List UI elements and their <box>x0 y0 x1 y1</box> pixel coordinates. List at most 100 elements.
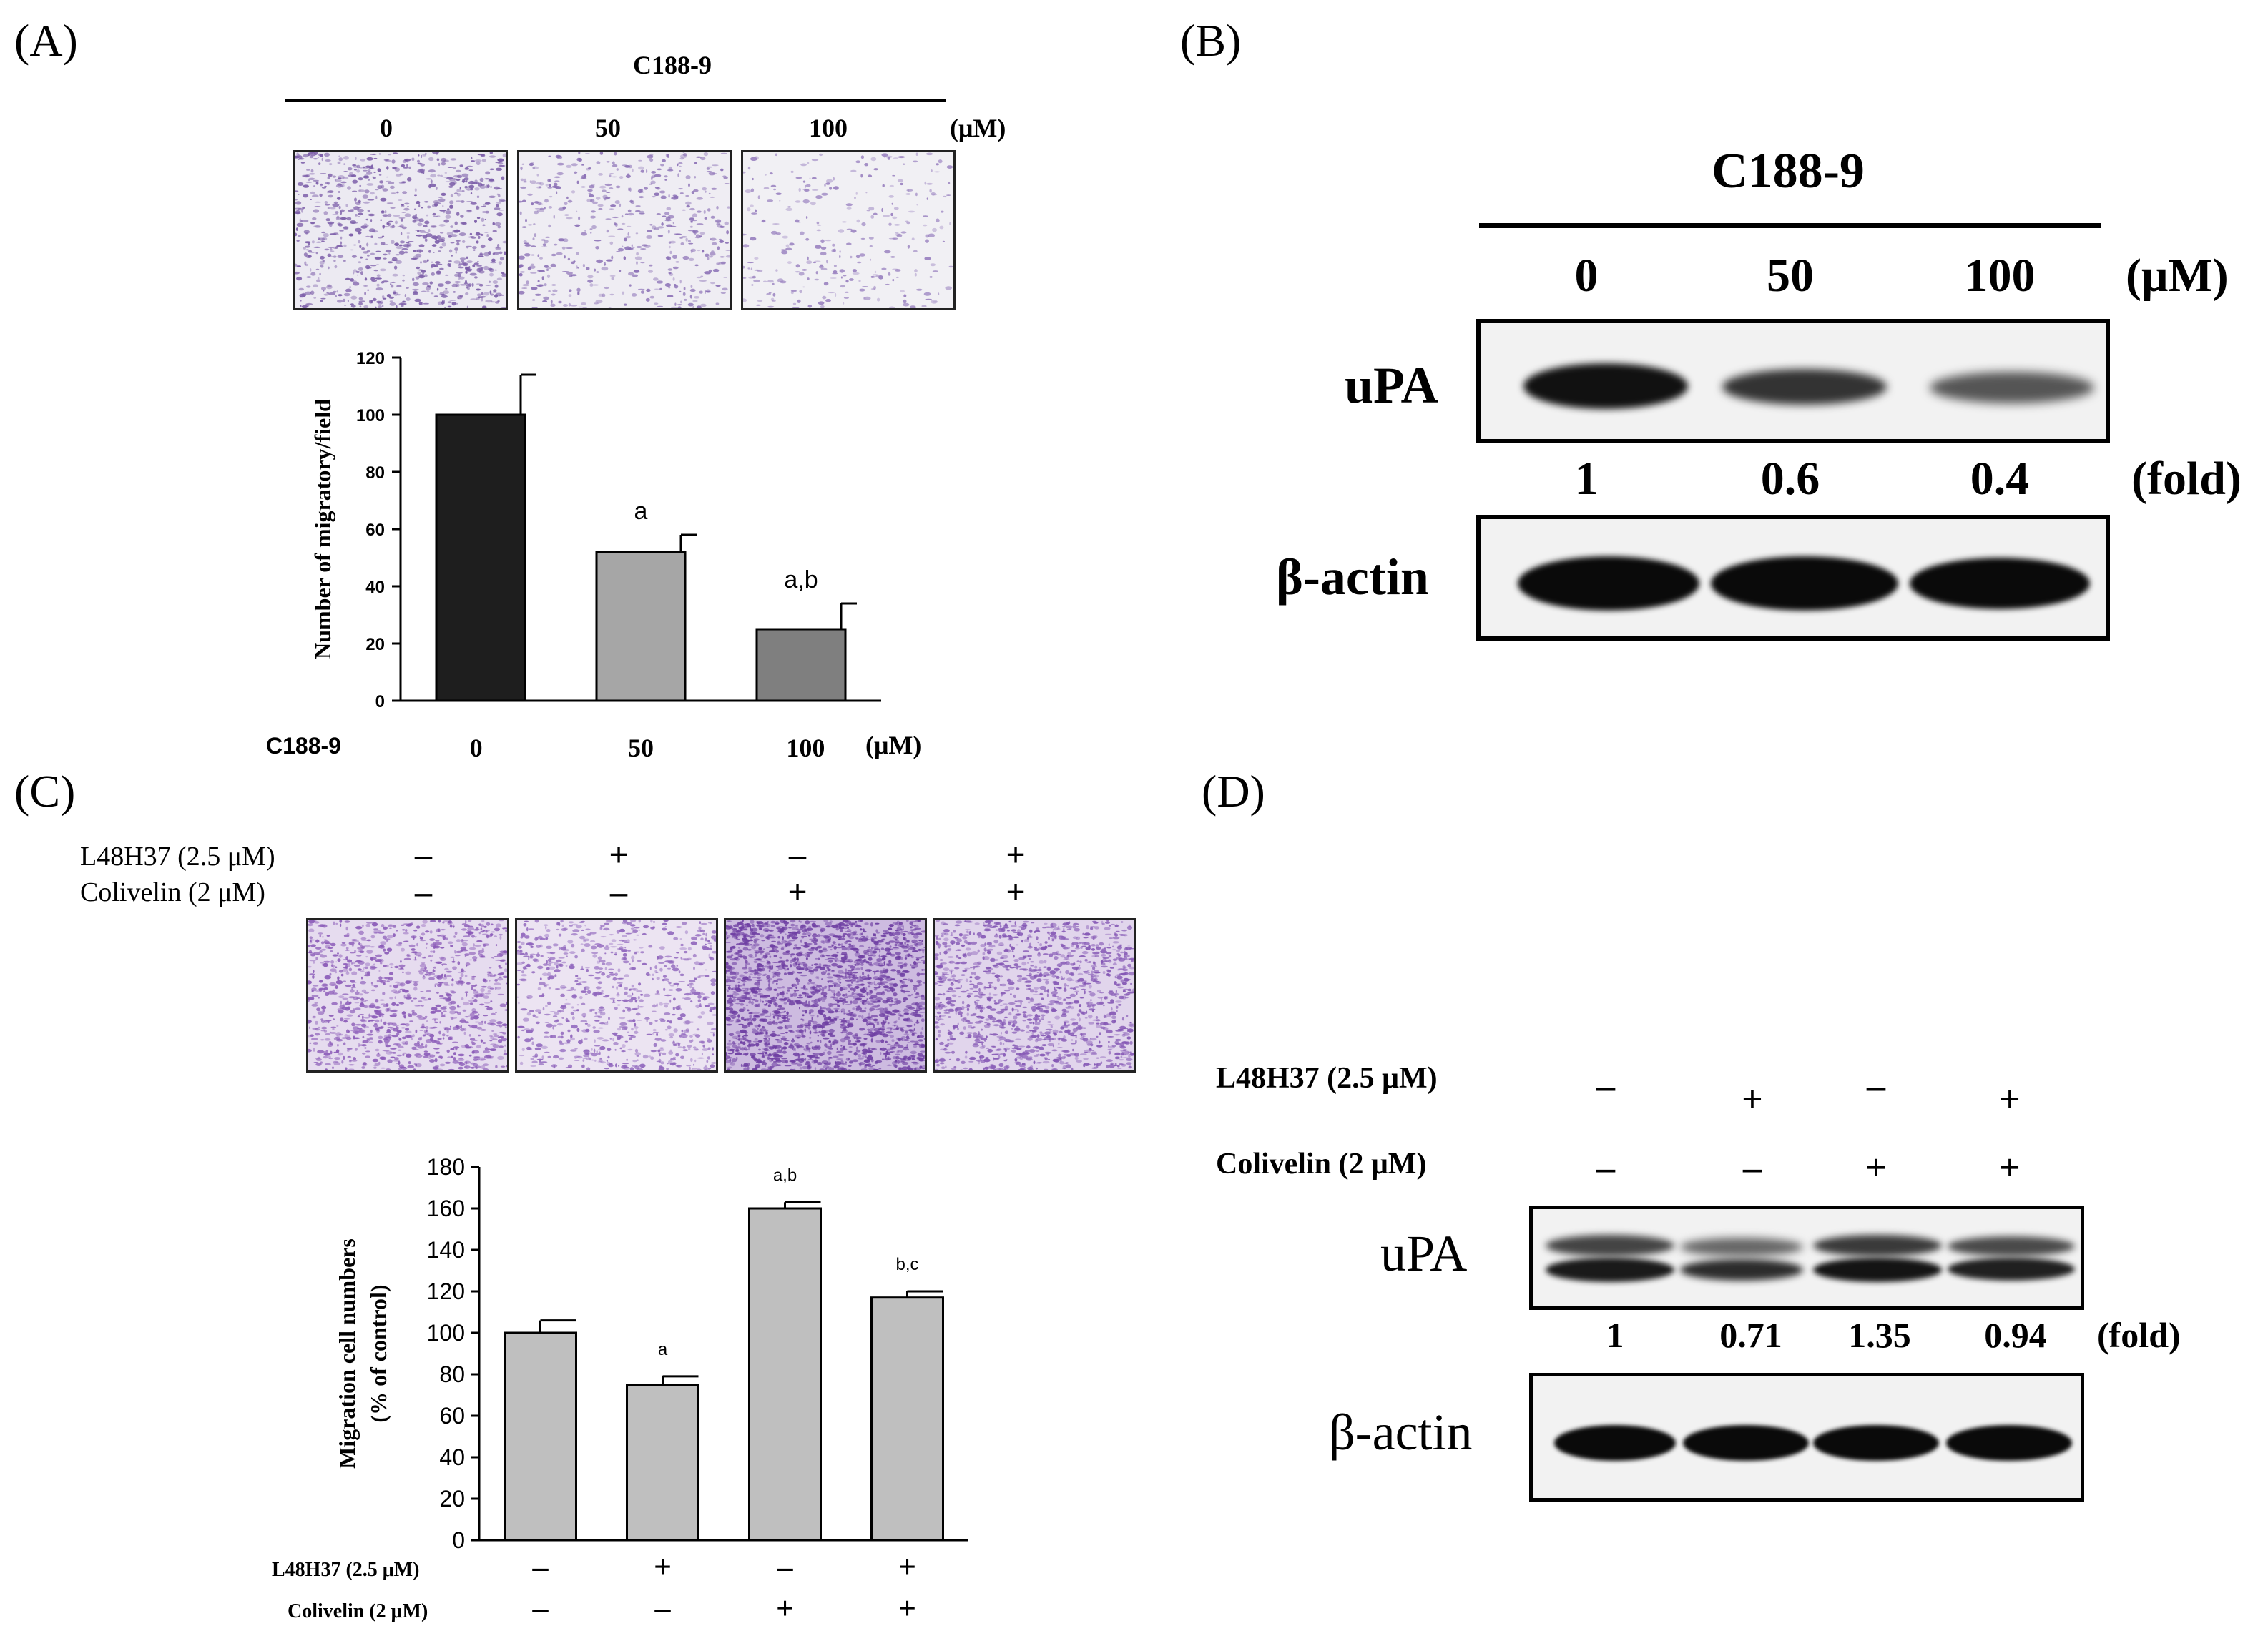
cell-dot <box>401 164 406 167</box>
cell-dot <box>574 980 579 983</box>
cell-dot <box>693 1063 695 1066</box>
panel-b-label: (B) <box>1180 15 1242 66</box>
cell-dot <box>445 215 451 219</box>
cell-dot <box>821 192 828 196</box>
cell-dot <box>900 1028 905 1033</box>
cell-dot <box>457 273 461 277</box>
cell-dot <box>346 1000 349 1002</box>
cell-dot <box>489 152 493 154</box>
cell-dot <box>809 177 811 179</box>
cell-dot <box>383 948 386 952</box>
cell-dot <box>394 965 399 969</box>
y-tick-label: 120 <box>356 349 385 368</box>
cell-dot <box>429 930 433 934</box>
cell-dot <box>866 992 868 996</box>
cell-dot <box>843 996 849 998</box>
cell-dot <box>598 1058 603 1063</box>
cell-dot <box>418 154 420 157</box>
cell-dot <box>586 990 591 995</box>
cell-dot <box>590 945 597 950</box>
cell-dot <box>373 1066 377 1069</box>
cell-dot <box>755 1064 761 1068</box>
cell-dot <box>546 945 552 949</box>
cell-dot <box>711 250 715 252</box>
cell-dot <box>353 1057 356 1061</box>
cell-dot <box>425 1026 429 1030</box>
cell-dot <box>540 1061 548 1063</box>
cell-dot <box>436 961 443 964</box>
cell-dot <box>338 191 340 193</box>
cell-dot <box>442 204 444 207</box>
cell-dot <box>892 216 898 220</box>
cell-dot <box>659 1002 663 1006</box>
cell-dot <box>396 930 398 932</box>
cell-dot <box>324 1063 331 1065</box>
cell-dot <box>816 229 822 232</box>
cell-dot <box>764 1051 768 1055</box>
cell-dot <box>775 965 780 968</box>
cell-dot <box>546 952 554 954</box>
cell-dot <box>363 285 368 287</box>
cell-dot <box>519 1061 524 1065</box>
cell-dot <box>870 922 873 927</box>
cell-dot <box>567 1064 573 1068</box>
cell-dot <box>363 967 365 971</box>
cell-dot <box>308 928 315 932</box>
cell-dot <box>942 240 945 242</box>
cell-dot <box>524 253 531 257</box>
cell-dot <box>866 1016 872 1019</box>
cell-dot <box>560 993 565 997</box>
cell-dot <box>470 160 476 162</box>
cell-dot <box>405 971 411 975</box>
cell-dot <box>436 975 443 980</box>
cell-dot <box>411 948 416 951</box>
cell-dot <box>632 168 634 172</box>
cell-dot <box>351 944 354 947</box>
cell-dot <box>358 177 363 181</box>
cell-dot <box>450 1000 456 1005</box>
cell-dot <box>742 955 745 957</box>
cell-dot <box>709 922 712 925</box>
cell-dot <box>536 1058 544 1061</box>
cell-dot <box>703 152 709 157</box>
cell-dot <box>675 926 682 928</box>
cell-dot <box>667 256 672 260</box>
cell-dot <box>318 989 323 992</box>
cell-dot <box>561 927 568 932</box>
cell-dot <box>748 975 751 979</box>
cell-dot <box>554 243 558 246</box>
cell-dot <box>651 171 657 174</box>
cell-dot <box>863 296 871 300</box>
cell-dot <box>467 927 474 930</box>
cell-dot <box>301 292 307 297</box>
cell-dot <box>356 169 360 173</box>
cell-dot <box>923 224 928 227</box>
cell-dot <box>489 301 496 303</box>
cell-dot <box>518 945 522 949</box>
cell-dot <box>456 950 463 953</box>
cell-dot <box>605 962 612 966</box>
cell-dot <box>428 973 431 977</box>
cell-dot <box>337 1010 344 1014</box>
cell-dot <box>449 1025 452 1028</box>
cell-dot <box>320 941 325 945</box>
cell-dot <box>551 284 556 286</box>
cell-dot <box>680 154 687 159</box>
cell-dot <box>505 982 507 985</box>
cell-dot <box>556 252 563 255</box>
cell-dot <box>617 992 619 995</box>
cell-dot <box>679 170 682 172</box>
cell-dot <box>462 262 468 267</box>
cell-dot <box>749 1015 752 1019</box>
cell-dot <box>476 267 482 272</box>
cell-dot <box>421 207 423 209</box>
cell-dot <box>489 933 494 937</box>
cell-dot <box>411 1046 417 1050</box>
cell-dot <box>662 975 667 978</box>
cell-dot <box>652 973 654 976</box>
panel-c-treatment-2-label: Colivelin (2 μM) <box>80 877 265 907</box>
cell-dot <box>312 975 315 979</box>
cell-dot <box>853 992 860 995</box>
cell-dot <box>451 234 458 237</box>
cell-dot <box>378 152 381 155</box>
